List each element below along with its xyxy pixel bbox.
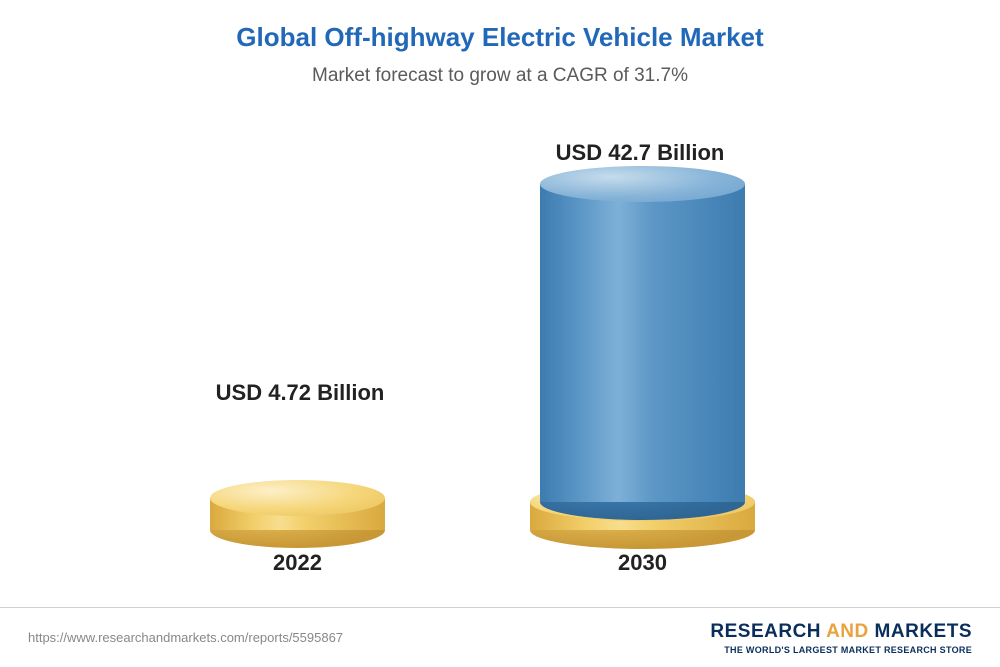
brand-name: RESEARCH AND MARKETS <box>710 621 972 643</box>
cylinder-2030-top <box>540 166 745 202</box>
cylinder-2022-top <box>210 480 385 516</box>
brand-tagline: THE WORLD'S LARGEST MARKET RESEARCH STOR… <box>710 645 972 655</box>
year-label-2030: 2030 <box>540 550 745 576</box>
cylinder-2022 <box>210 100 385 530</box>
cylinder-2030 <box>540 100 745 502</box>
brand-markets: MARKETS <box>875 621 972 642</box>
cylinder-2030-body <box>540 184 745 502</box>
chart-subtitle: Market forecast to grow at a CAGR of 31.… <box>0 65 1000 87</box>
source-url: https://www.researchandmarkets.com/repor… <box>28 630 343 645</box>
year-label-2022: 2022 <box>210 550 385 576</box>
brand-research: RESEARCH <box>710 621 821 642</box>
brand-logo: RESEARCH AND MARKETS THE WORLD'S LARGEST… <box>710 621 972 655</box>
chart-title: Global Off-highway Electric Vehicle Mark… <box>0 0 1000 53</box>
brand-and: AND <box>821 621 875 642</box>
footer: https://www.researchandmarkets.com/repor… <box>0 607 1000 667</box>
chart-area: USD 4.72 Billion 2022 USD 42.7 Billion 2… <box>0 100 1000 540</box>
